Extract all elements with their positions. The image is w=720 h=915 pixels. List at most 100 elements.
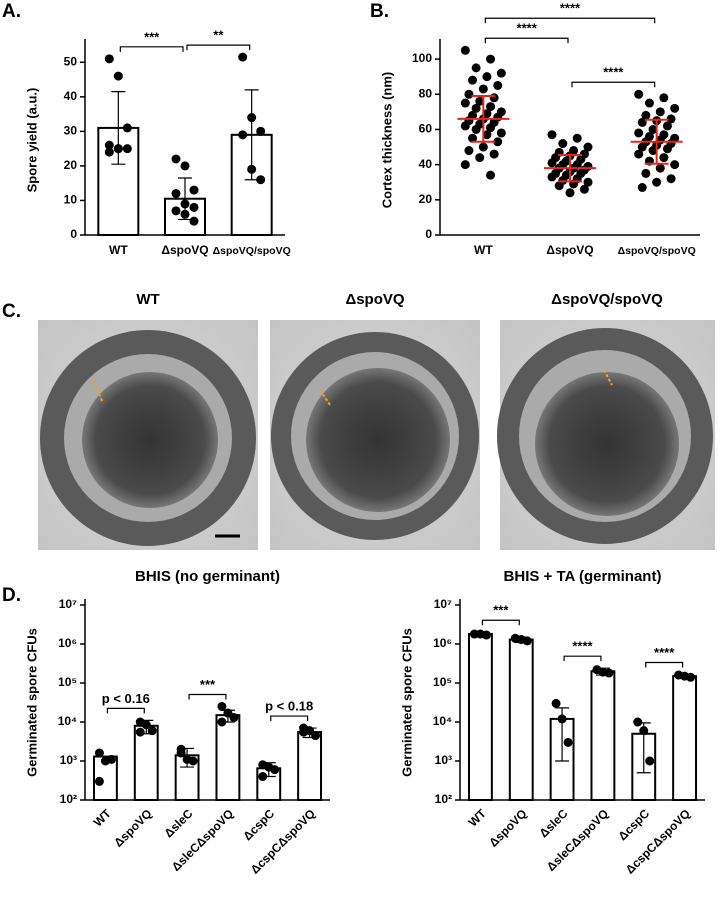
data-point xyxy=(522,636,532,646)
y-tick-label: 50 xyxy=(64,54,78,68)
data-point xyxy=(180,199,190,209)
y-tick-label: 60 xyxy=(419,122,433,136)
y-tick-label: 10⁵ xyxy=(433,675,452,689)
data-point xyxy=(256,126,266,136)
data-point xyxy=(583,177,593,187)
data-point xyxy=(299,727,309,737)
data-point xyxy=(104,147,114,157)
y-tick-label: 0 xyxy=(425,227,432,241)
micrograph-title: WT xyxy=(136,291,159,308)
data-point xyxy=(551,698,561,708)
significance-label: *** xyxy=(144,29,160,44)
x-tick-label: WT xyxy=(109,243,128,257)
data-point xyxy=(670,103,680,113)
data-point xyxy=(655,107,665,117)
data-point xyxy=(563,737,573,747)
bar xyxy=(467,633,493,801)
data-point xyxy=(554,181,564,191)
data-point xyxy=(579,184,589,194)
chart-title: BHIS (no germinant) xyxy=(135,568,280,585)
data-point xyxy=(460,45,470,55)
x-tick-label: ΔspoVQ/spoVQ xyxy=(213,245,291,257)
data-point xyxy=(489,149,499,159)
significance-label: **** xyxy=(603,65,624,80)
chart-title: BHIS + TA (germinant) xyxy=(504,568,662,585)
significance-bracket xyxy=(484,37,569,44)
y-tick-label: 10² xyxy=(60,792,77,806)
significance-label: p < 0.16 xyxy=(102,691,150,706)
data-point xyxy=(482,130,492,140)
sd-bar xyxy=(644,118,669,165)
data-point xyxy=(645,756,655,766)
significance-bracket xyxy=(188,693,227,700)
data-point xyxy=(113,71,123,81)
data-point xyxy=(547,172,557,182)
significance-label: **** xyxy=(560,1,581,16)
significance-label: **** xyxy=(654,645,675,660)
bar xyxy=(297,731,323,801)
data-point xyxy=(217,701,227,711)
data-point xyxy=(547,130,557,140)
data-point xyxy=(217,717,227,727)
data-point xyxy=(648,146,658,156)
bar xyxy=(508,638,534,801)
y-tick-label: 10⁶ xyxy=(433,636,452,650)
y-tick-label: 20 xyxy=(64,158,78,172)
data-point xyxy=(634,128,644,138)
data-point xyxy=(662,144,672,154)
y-tick-label: 80 xyxy=(419,86,433,100)
y-tick-label: 40 xyxy=(64,89,78,103)
significance-bracket xyxy=(484,17,656,24)
significance-bracket xyxy=(186,44,251,51)
data-point xyxy=(670,160,680,170)
y-tick-label: 10⁵ xyxy=(58,675,77,689)
x-tick-label: ΔspoVQ xyxy=(161,243,208,257)
data-point xyxy=(238,52,248,62)
data-point xyxy=(256,175,266,185)
data-point xyxy=(652,177,662,187)
data-point xyxy=(478,142,488,152)
y-tick-label: 40 xyxy=(419,157,433,171)
x-tick-label: WT xyxy=(466,806,490,830)
x-tick-label: WT xyxy=(474,243,493,257)
data-point xyxy=(493,137,503,147)
data-point xyxy=(135,727,145,737)
sd-bar xyxy=(558,153,582,183)
data-point xyxy=(104,54,114,64)
x-tick-label: ΔcspC xyxy=(240,806,277,843)
significance-label: **** xyxy=(517,21,538,36)
data-point xyxy=(666,174,676,184)
bar xyxy=(215,714,241,802)
data-point xyxy=(686,672,696,682)
data-point xyxy=(189,185,199,195)
data-point xyxy=(486,54,496,64)
data-point xyxy=(113,144,123,154)
data-point xyxy=(496,68,506,78)
y-axis-label: Spore yield (a.u.) xyxy=(24,88,39,193)
y-tick-label: 10⁷ xyxy=(59,597,77,611)
x-tick-label: ΔcspC xyxy=(615,806,652,843)
y-tick-label: 30 xyxy=(64,124,78,138)
data-point xyxy=(104,140,114,150)
data-point xyxy=(189,216,199,226)
data-point xyxy=(475,153,485,163)
data-point xyxy=(171,154,181,164)
data-point xyxy=(475,96,485,106)
data-point xyxy=(247,113,257,123)
significance-label: ** xyxy=(213,28,224,43)
micrograph xyxy=(497,320,715,550)
y-tick-label: 0 xyxy=(70,227,77,241)
data-point xyxy=(644,98,654,108)
data-point xyxy=(141,720,151,730)
micrograph-title: ΔspoVQ/spoVQ xyxy=(551,291,663,308)
y-tick-label: 10⁷ xyxy=(434,597,452,611)
data-point xyxy=(122,144,132,154)
significance-label: p < 0.18 xyxy=(265,698,313,713)
x-tick-label: WT xyxy=(91,806,115,830)
panel-label: A. xyxy=(2,1,21,22)
data-point xyxy=(176,748,186,758)
data-point xyxy=(666,114,676,124)
data-point xyxy=(464,89,474,99)
bar xyxy=(672,675,698,802)
